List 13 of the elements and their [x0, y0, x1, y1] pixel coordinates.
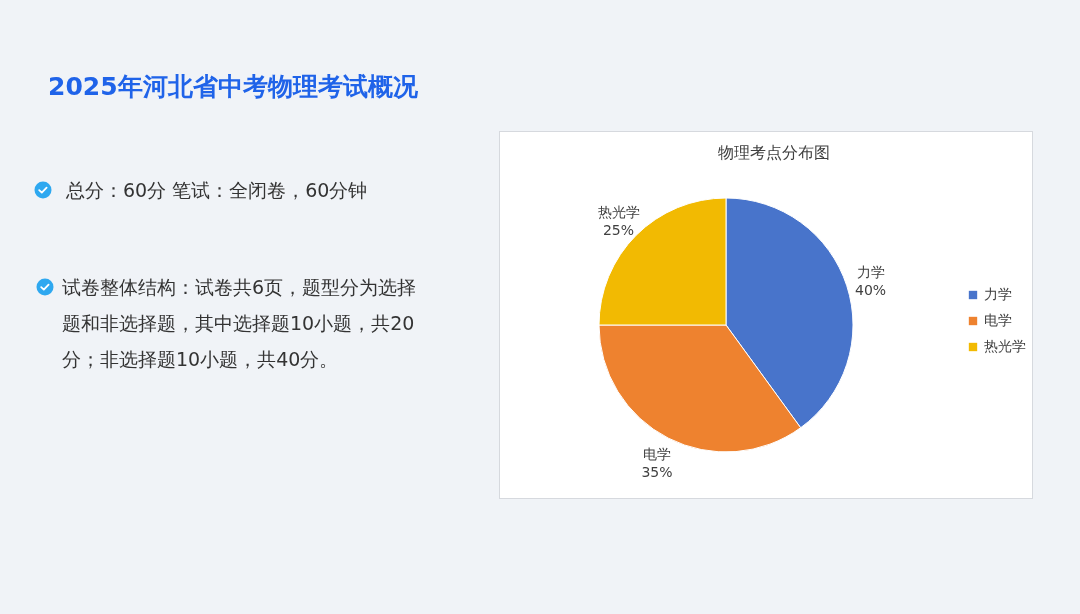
- legend-label: 热光学: [984, 338, 1026, 354]
- slice-label: 电学: [642, 446, 671, 463]
- slice-label: 热光学: [597, 203, 640, 220]
- data-label: 40%: [855, 282, 887, 299]
- legend-label: 力学: [984, 286, 1012, 302]
- chart-title: 物理考点分布图: [718, 143, 830, 162]
- text: 2025年河北省中考物理考试概况: [48, 71, 418, 103]
- text: 试卷整体结构：试卷共6页，题型分为选择题和非选择题，其中选择题10小题，共20分；非选择题10小题，共40分。: [62, 275, 418, 372]
- data-label: 35%: [641, 464, 673, 481]
- legend-label: 电学: [984, 312, 1012, 328]
- slice-label: 力学: [856, 264, 885, 281]
- data-label: 25%: [602, 221, 635, 238]
- text: 总分：60分 笔试：全闭卷，60分钟: [65, 178, 369, 203]
